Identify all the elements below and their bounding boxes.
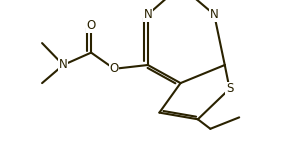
Text: S: S — [226, 82, 233, 95]
Text: N: N — [59, 59, 68, 71]
Text: N: N — [143, 8, 152, 21]
Text: O: O — [86, 19, 96, 33]
Text: O: O — [109, 62, 119, 75]
Text: N: N — [210, 8, 219, 21]
